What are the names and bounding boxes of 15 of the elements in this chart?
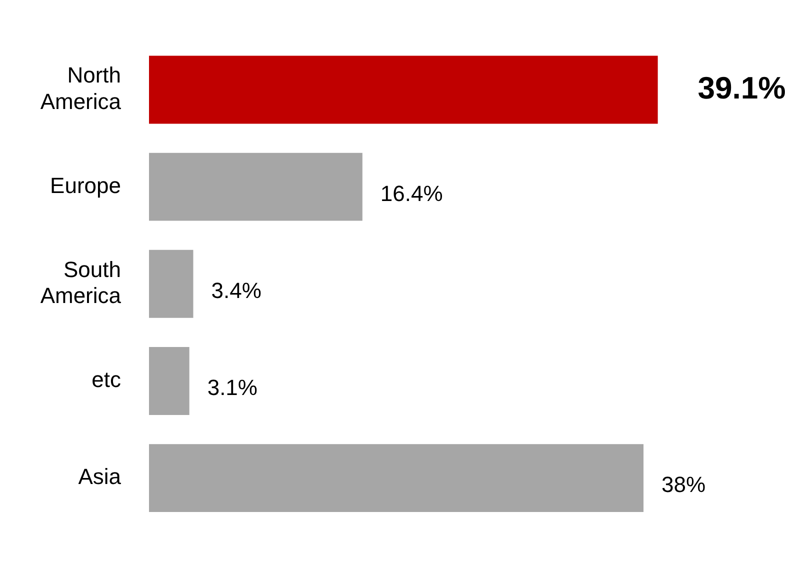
data-label: 16.4%	[380, 180, 443, 206]
bar	[149, 152, 362, 221]
bar	[149, 444, 644, 512]
y-tick-label: Europe	[50, 172, 121, 198]
data-label: 39.1%	[698, 70, 785, 106]
bar	[149, 56, 658, 124]
y-tick-label: North America	[40, 62, 122, 114]
y-tick-label: Asia	[78, 464, 122, 490]
bar	[149, 250, 194, 318]
data-label: 38%	[661, 472, 706, 498]
data-label: 3.1%	[207, 375, 258, 400]
bar	[149, 347, 190, 415]
y-tick-label: etc	[92, 367, 121, 392]
y-tick-label: South America	[40, 256, 122, 308]
data-label: 3.4%	[211, 278, 262, 303]
